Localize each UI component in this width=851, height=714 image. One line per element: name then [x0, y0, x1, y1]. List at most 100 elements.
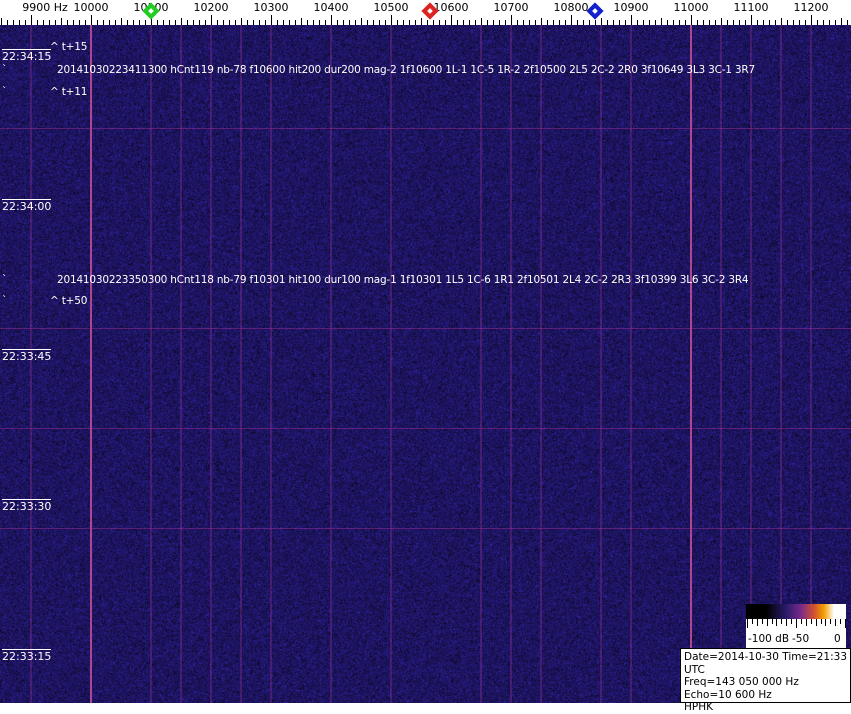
weak-carrier-line [180, 25, 182, 703]
x-tick [841, 18, 842, 25]
weak-carrier-line [630, 25, 632, 703]
x-tick [661, 18, 662, 25]
x-tick [541, 18, 542, 25]
x-tick-label: 9900 Hz [22, 1, 68, 14]
x-tick [181, 18, 182, 25]
event-tick: ` [2, 86, 7, 97]
weak-carrier-line [150, 25, 152, 703]
weak-carrier-line [780, 25, 782, 703]
x-tick-label: 10200 [194, 1, 229, 14]
colorbar-label: 0 [834, 633, 841, 645]
x-tick [781, 18, 782, 25]
weak-carrier-line [390, 25, 392, 703]
colorbar-tick [840, 619, 841, 624]
x-tick [421, 18, 422, 25]
horizontal-line [0, 528, 851, 529]
time-label: 22:33:45 [2, 349, 51, 363]
x-tick [511, 15, 512, 25]
x-tick [631, 15, 632, 25]
weak-carrier-line [240, 25, 242, 703]
time-label: 22:34:00 [2, 199, 51, 213]
x-tick-label: 10500 [374, 1, 409, 14]
detection-annotation: 20141030223350300 hCnt118 nb-79 f10301 h… [57, 274, 748, 286]
x-tick [391, 15, 392, 25]
colorbar-label: -100 dB [748, 633, 789, 645]
x-tick [1, 18, 2, 25]
colorbar-tick [786, 619, 787, 626]
x-tick-label: 11100 [734, 1, 769, 14]
info-box: Date=2014-10-30 Time=21:33 UTC Freq=143 … [680, 648, 851, 703]
weak-carrier-line [510, 25, 512, 703]
frequency-axis: 9900 Hz100001010010200103001040010500106… [0, 0, 851, 25]
time-label: 22:33:15 [2, 649, 51, 663]
colorbar-tick [825, 619, 826, 626]
x-tick [241, 18, 242, 25]
x-tick [211, 15, 212, 25]
weak-carrier-line [720, 25, 722, 703]
colorbar-tick [796, 619, 797, 628]
colorbar-tick [821, 619, 822, 624]
spectrogram[interactable]: 22:34:15 22:34:00 22:33:45 22:33:30 22:33:15… [0, 25, 851, 703]
x-tick-label: 11000 [674, 1, 709, 14]
weak-carrier-line [540, 25, 542, 703]
colorbar-tick [806, 619, 807, 626]
x-tick [481, 18, 482, 25]
x-tick-label: 10300 [254, 1, 289, 14]
detection-annotation: 20141030223411300 hCnt119 nb-78 f10600 h… [57, 64, 755, 76]
colorbar-tick [801, 619, 802, 624]
colorbar-tick [772, 619, 773, 624]
weak-carrier-line [270, 25, 272, 703]
x-tick [571, 15, 572, 25]
event-tick: ` [2, 295, 7, 306]
colorbar-tick [767, 619, 768, 626]
time-label: 22:33:30 [2, 499, 51, 513]
colorbar-tick [811, 619, 812, 624]
x-tick [751, 15, 752, 25]
colorbar-tick [776, 619, 777, 626]
horizontal-line [0, 328, 851, 329]
weak-carrier-line [810, 25, 812, 703]
weak-carrier-line [600, 25, 602, 703]
x-tick [271, 15, 272, 25]
x-tick-label: 10800 [554, 1, 589, 14]
x-tick [361, 18, 362, 25]
x-tick [31, 15, 32, 25]
echo-frequency: Echo=10 600 Hz [684, 689, 847, 702]
colorbar-tick [830, 619, 831, 624]
x-tick-label: 10400 [314, 1, 349, 14]
x-tick [301, 18, 302, 25]
x-tick-label: 10600 [434, 1, 469, 14]
horizontal-line [0, 128, 851, 129]
colorbar-tick [752, 619, 753, 624]
weak-carrier-line [330, 25, 332, 703]
colorbar-label: -50 [792, 633, 809, 645]
event-tick: ` [2, 274, 7, 285]
weak-carrier-line [750, 25, 752, 703]
colorbar-tick [791, 619, 792, 624]
colorbar-gradient [746, 604, 846, 619]
strong-carrier-line [690, 25, 692, 703]
x-tick [691, 15, 692, 25]
x-tick [331, 15, 332, 25]
x-tick-label: 11200 [794, 1, 829, 14]
weak-carrier-line [210, 25, 212, 703]
x-tick [451, 15, 452, 25]
weak-carrier-line [30, 25, 32, 703]
x-tick [811, 15, 812, 25]
x-tick [61, 18, 62, 25]
colorbar-tick [781, 619, 782, 624]
time-label: 22:34:15 [2, 49, 51, 63]
offset-mark: ^ t+15 [50, 41, 87, 53]
frequency-marker[interactable] [587, 3, 604, 20]
spectrogram-noise [0, 25, 851, 703]
x-tick-label: 10700 [494, 1, 529, 14]
colorbar-tick [816, 619, 817, 626]
x-tick-label: 10000 [74, 1, 109, 14]
offset-mark: ^ t+11 [50, 86, 87, 98]
colorbar-tick [845, 619, 846, 628]
horizontal-line [0, 428, 851, 429]
colorbar: -100 dB -50 0 [746, 604, 846, 648]
x-tick-label: 10900 [614, 1, 649, 14]
colorbar-tick [835, 619, 836, 626]
x-tick [121, 18, 122, 25]
